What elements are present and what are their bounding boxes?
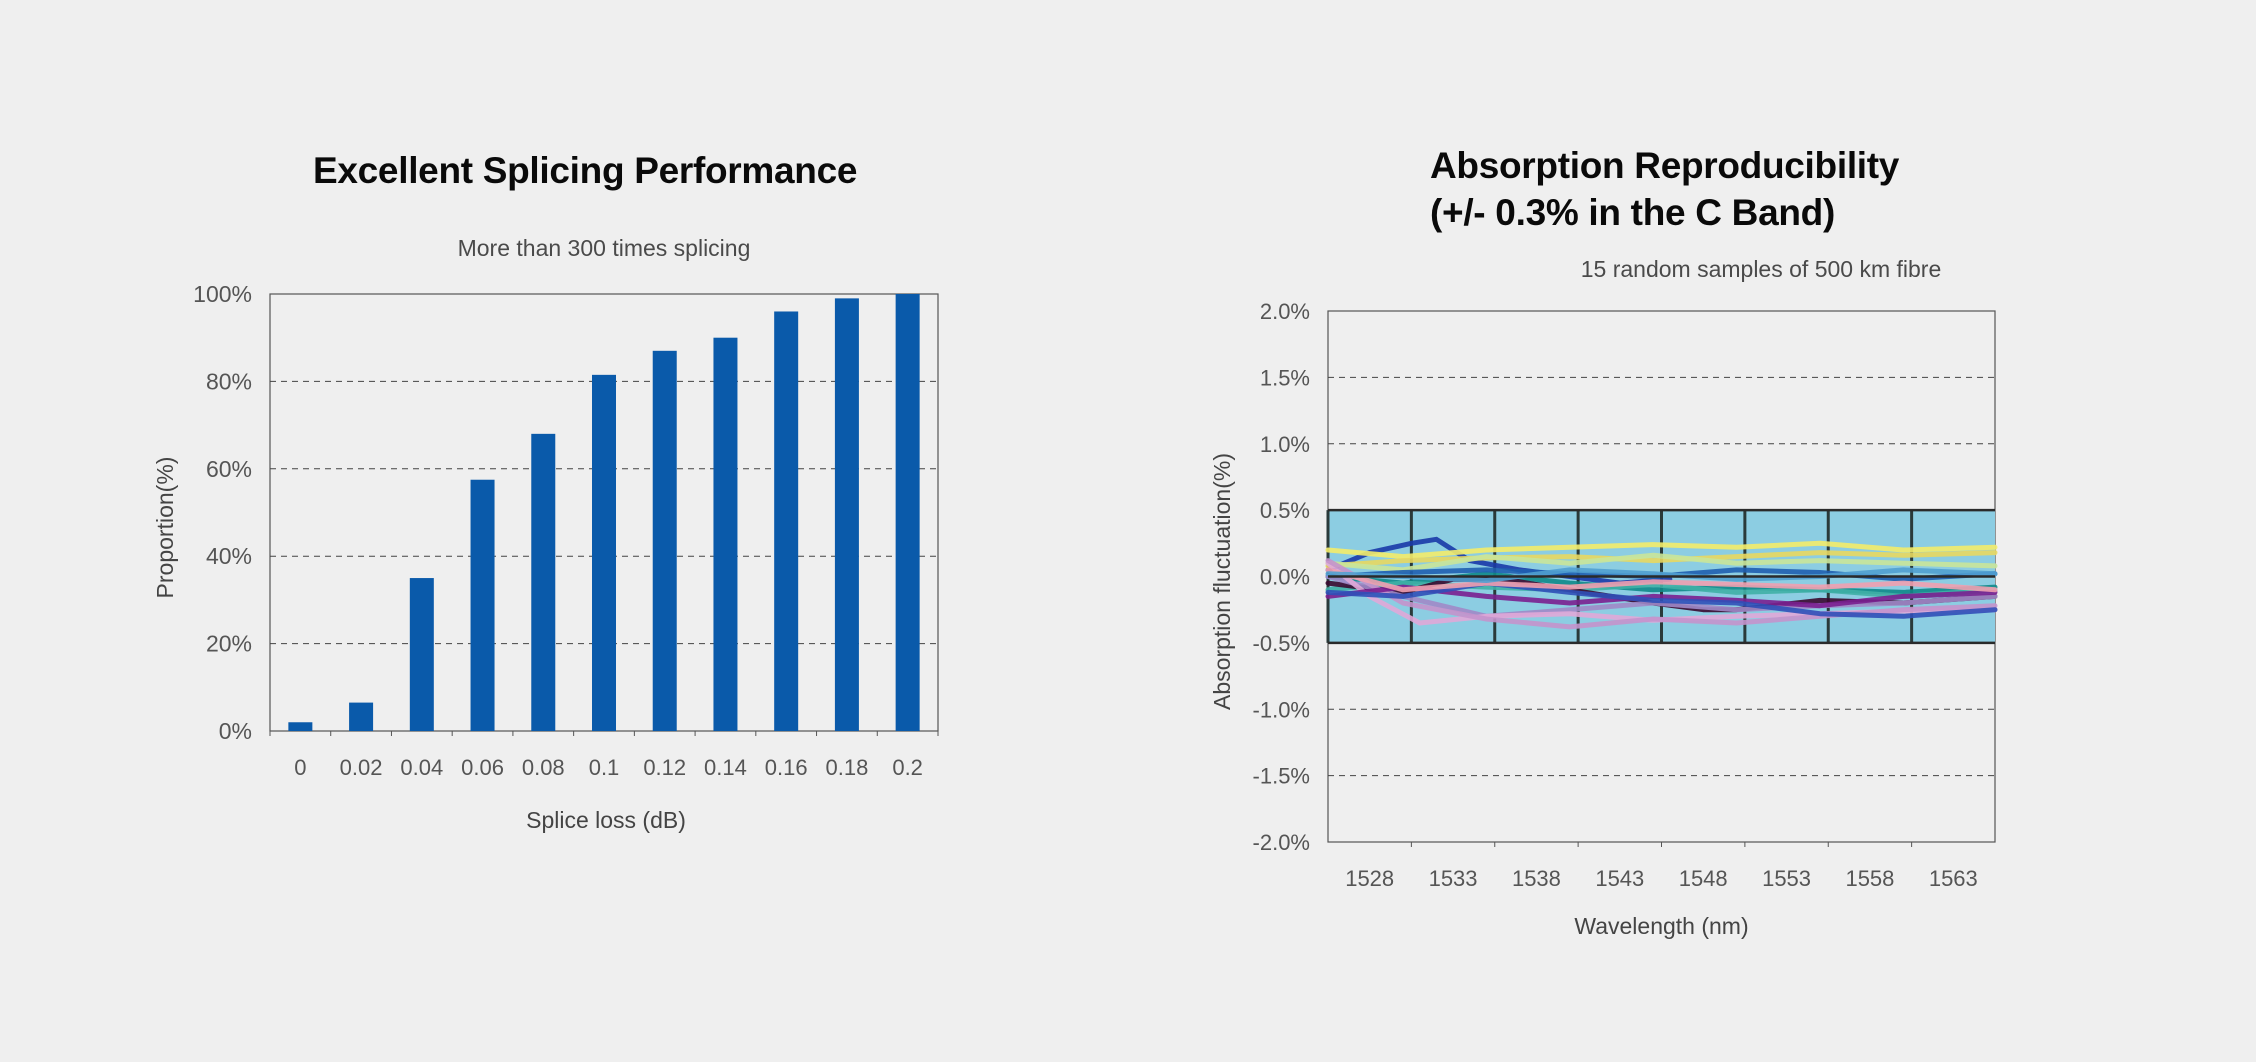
bar <box>713 337 738 731</box>
x-tick-label: 0.14 <box>704 755 747 780</box>
absorption-line-plot: 2.0% 1.5% 1.0% 0.5% 0.0% -0.5% -1.0% -1.5% -2.0%… <box>1209 299 1998 939</box>
x-tick-label: 1553 <box>1762 866 1811 891</box>
bar <box>652 350 677 731</box>
x-tick-label: 1543 <box>1595 866 1644 891</box>
x-tick-label: 0.06 <box>461 755 504 780</box>
x-axis-label: Wavelength (nm) <box>1574 913 1748 939</box>
x-tick-label: 0.08 <box>522 755 565 780</box>
data-series-line <box>1325 567 1998 593</box>
splicing-bar-plot: 0% 20% 40% 60% 80% 100% 0 0.02 0.04 0.06 0.08 0.1 0.… <box>152 281 939 833</box>
chart-title: Excellent Splicing Performance <box>313 150 858 191</box>
chart-subtitle: 15 random samples of 500 km fibre <box>1580 256 1942 282</box>
x-tick-label: 1563 <box>1929 866 1978 891</box>
y-tick-label: -0.5% <box>1253 631 1310 656</box>
y-tick-label: 1.5% <box>1260 365 1310 390</box>
y-tick-label: 2.0% <box>1260 299 1310 324</box>
bar <box>288 722 313 731</box>
data-series-line <box>1325 558 1998 630</box>
y-tick-label: 0% <box>219 718 252 744</box>
absorption-chart: Absorption Reproducibility (+/- 0.3% in … <box>1128 0 2256 1062</box>
x-tick-label: 0.02 <box>340 755 383 780</box>
x-tick-label: 1548 <box>1679 866 1728 891</box>
data-series-line <box>1325 574 1998 619</box>
x-tick-label: 0 <box>294 755 306 780</box>
bar <box>834 298 859 731</box>
y-axis-label: Proportion(%) <box>152 457 178 599</box>
data-series-line <box>1325 567 1998 583</box>
chart-subtitle: More than 300 times splicing <box>457 235 751 261</box>
y-tick-label: 80% <box>206 368 252 394</box>
y-tick-label: -2.0% <box>1253 830 1310 855</box>
chart-title-line2: (+/- 0.3% in the C Band) <box>1430 192 1835 233</box>
splicing-chart: Excellent Splicing Performance More than… <box>152 150 939 833</box>
y-tick-label: -1.5% <box>1253 764 1310 789</box>
y-tick-label: 0.0% <box>1260 565 1310 590</box>
x-tick-label: 0.1 <box>589 755 620 780</box>
bar <box>531 433 556 731</box>
bar <box>470 479 495 731</box>
data-series-line <box>1325 552 1998 573</box>
y-tick-label: 40% <box>206 543 252 569</box>
y-tick-label: 1.0% <box>1260 432 1310 457</box>
y-tick-label: 60% <box>206 456 252 482</box>
bar <box>592 374 616 731</box>
x-tick-label: 0.16 <box>765 755 808 780</box>
data-series-line <box>1325 580 1998 619</box>
y-tick-label: 100% <box>193 281 252 307</box>
x-tick-label: 0.2 <box>892 755 923 780</box>
x-axis-label: Splice loss (dB) <box>526 807 686 833</box>
data-series-line <box>1325 550 1998 569</box>
bar <box>349 702 374 731</box>
bar <box>774 311 799 731</box>
y-tick-label: -1.0% <box>1253 697 1310 722</box>
x-tick-label: 1558 <box>1845 866 1894 891</box>
y-axis-label: Absorption fluctuation(%) <box>1209 453 1235 710</box>
bar <box>409 578 434 731</box>
x-tick-label: 1528 <box>1345 866 1394 891</box>
bar <box>895 294 920 731</box>
chart-title-line1: Absorption Reproducibility <box>1430 145 1900 186</box>
y-tick-label: 20% <box>206 631 252 657</box>
data-series-line <box>1325 540 1998 560</box>
x-tick-label: 1533 <box>1429 866 1478 891</box>
x-tick-label: 0.12 <box>643 755 686 780</box>
x-tick-label: 1538 <box>1512 866 1561 891</box>
x-tick-label: 0.18 <box>825 755 868 780</box>
x-tick-label: 0.04 <box>400 755 443 780</box>
y-tick-label: 0.5% <box>1260 498 1310 523</box>
